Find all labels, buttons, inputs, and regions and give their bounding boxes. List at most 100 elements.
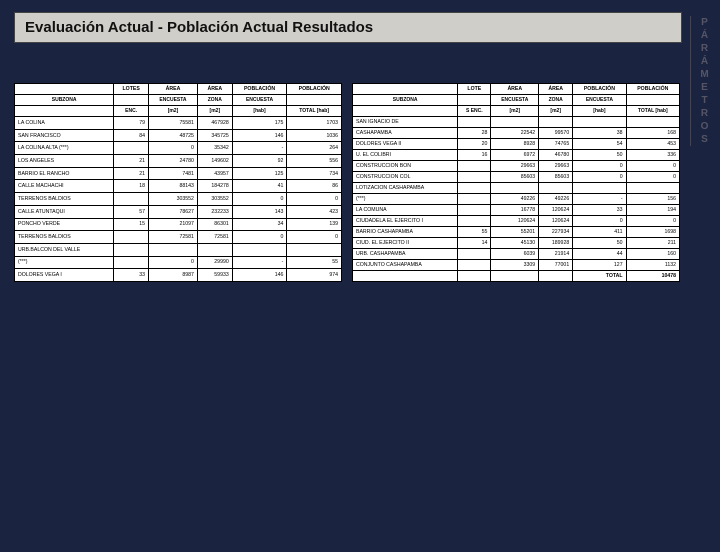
row-cell: 29990 bbox=[197, 256, 232, 269]
side-label-char: M bbox=[691, 68, 718, 81]
row-cell: 77001 bbox=[539, 260, 573, 271]
row-cell: 146 bbox=[232, 129, 287, 142]
title-text: Evaluación Actual - Población Actual Res… bbox=[25, 19, 373, 36]
col-header: POBLACIÓN bbox=[573, 84, 626, 95]
row-label: LA COLINA ALTA (***) bbox=[15, 142, 114, 155]
row-cell: 88143 bbox=[149, 180, 198, 193]
col-header bbox=[626, 95, 679, 106]
col-header bbox=[458, 95, 491, 106]
table-row: (***)4922649226-156 bbox=[353, 194, 680, 205]
row-cell: 120624 bbox=[539, 216, 573, 227]
row-cell: 303552 bbox=[149, 193, 198, 206]
row-label: CIUD. EL EJERCITO II bbox=[353, 238, 458, 249]
row-cell bbox=[114, 243, 149, 256]
col-header bbox=[15, 84, 114, 95]
row-label: CONJUNTO CASHAPAMBA bbox=[353, 260, 458, 271]
row-cell bbox=[114, 142, 149, 155]
side-label-char: S bbox=[691, 133, 718, 146]
table-row: BARRIO CASHAPAMBA55552012279344111698 bbox=[353, 227, 680, 238]
row-cell: 156 bbox=[626, 194, 679, 205]
row-cell: 46780 bbox=[539, 150, 573, 161]
row-cell: 0 bbox=[149, 256, 198, 269]
table-row: CONSTRUCCION BON296632966300 bbox=[353, 161, 680, 172]
row-cell: 127 bbox=[573, 260, 626, 271]
footer-cell bbox=[458, 271, 491, 282]
row-label: LOS ANGELES bbox=[15, 155, 114, 168]
row-cell bbox=[114, 231, 149, 244]
row-cell: 0 bbox=[626, 172, 679, 183]
side-label-char: Á bbox=[691, 55, 718, 68]
row-cell: 85603 bbox=[491, 172, 539, 183]
row-cell: 21 bbox=[114, 155, 149, 168]
row-cell: 72581 bbox=[149, 231, 198, 244]
row-cell: 22542 bbox=[491, 128, 539, 139]
table-row: (***)029990-55 bbox=[15, 256, 342, 269]
right-table-head: LOTEÁREAÁREAPOBLACIÓNPOBLACIÓNSUBZONAENC… bbox=[353, 84, 680, 117]
row-cell: 168 bbox=[626, 128, 679, 139]
col-header: ÁREA bbox=[539, 84, 573, 95]
row-cell: 974 bbox=[287, 269, 342, 282]
row-cell: 55201 bbox=[491, 227, 539, 238]
row-cell: 556 bbox=[287, 155, 342, 168]
row-cell: 75581 bbox=[149, 117, 198, 130]
table-row: CASHAPAMBA28225429957038168 bbox=[353, 128, 680, 139]
row-cell: 50 bbox=[573, 150, 626, 161]
row-label: LOTIZACION CASHAPAMBA bbox=[353, 183, 458, 194]
side-label-char: P bbox=[691, 16, 718, 29]
row-cell: 1703 bbox=[287, 117, 342, 130]
col-header: [hab] bbox=[573, 106, 626, 117]
row-cell: 86301 bbox=[197, 218, 232, 231]
row-cell: 78627 bbox=[149, 205, 198, 218]
right-table-body: SAN IGNACIO DECASHAPAMBA2822542995703816… bbox=[353, 117, 680, 282]
row-cell: 211 bbox=[626, 238, 679, 249]
row-cell: 33 bbox=[114, 269, 149, 282]
row-cell: 59933 bbox=[197, 269, 232, 282]
table-row: TERRENOS BALDIOS30355230355200 bbox=[15, 193, 342, 206]
table-row: LOS ANGELES212478014960292556 bbox=[15, 155, 342, 168]
col-header bbox=[114, 95, 149, 106]
table-row: URB.BALCON DEL VALLE bbox=[15, 243, 342, 256]
footer-cell bbox=[491, 271, 539, 282]
row-cell: 453 bbox=[626, 139, 679, 150]
row-cell bbox=[539, 183, 573, 194]
col-header: LOTES bbox=[114, 84, 149, 95]
col-header: [m2] bbox=[149, 106, 198, 117]
row-cell bbox=[458, 183, 491, 194]
col-header: ÁREA bbox=[149, 84, 198, 95]
row-cell: 0 bbox=[232, 231, 287, 244]
row-cell: 99570 bbox=[539, 128, 573, 139]
row-cell: 0 bbox=[287, 231, 342, 244]
row-cell: 54 bbox=[573, 139, 626, 150]
row-cell: 1036 bbox=[287, 129, 342, 142]
row-cell: 149602 bbox=[197, 155, 232, 168]
row-label: (***) bbox=[353, 194, 458, 205]
col-header: SUBZONA bbox=[15, 95, 114, 106]
row-cell bbox=[458, 216, 491, 227]
table-row: U. EL COLIBRI1669724678050336 bbox=[353, 150, 680, 161]
row-cell: 55 bbox=[458, 227, 491, 238]
row-cell: - bbox=[232, 142, 287, 155]
row-cell bbox=[491, 117, 539, 128]
row-cell: - bbox=[232, 256, 287, 269]
row-cell bbox=[573, 183, 626, 194]
col-header: ENCUESTA bbox=[491, 95, 539, 106]
row-cell: 0 bbox=[573, 161, 626, 172]
row-label: URB.BALCON DEL VALLE bbox=[15, 243, 114, 256]
row-cell: 8987 bbox=[149, 269, 198, 282]
row-cell: 84 bbox=[114, 129, 149, 142]
col-header: ENCUESTA bbox=[573, 95, 626, 106]
row-cell: 264 bbox=[287, 142, 342, 155]
col-header: LOTE bbox=[458, 84, 491, 95]
row-cell: 734 bbox=[287, 167, 342, 180]
row-cell: 24780 bbox=[149, 155, 198, 168]
row-label: URB. CASHAPAMBA bbox=[353, 249, 458, 260]
col-header: ZONA bbox=[197, 95, 232, 106]
row-cell bbox=[458, 205, 491, 216]
table-row: CALLE ATUNTAQUI5778627232233143423 bbox=[15, 205, 342, 218]
left-table-body: LA COLINA79755814679281751703SAN FRANCIS… bbox=[15, 117, 342, 282]
col-header bbox=[353, 84, 458, 95]
col-header: ÁREA bbox=[197, 84, 232, 95]
table-row: LA COLINA ALTA (***)035342-264 bbox=[15, 142, 342, 155]
row-cell: 175 bbox=[232, 117, 287, 130]
col-header bbox=[15, 106, 114, 117]
